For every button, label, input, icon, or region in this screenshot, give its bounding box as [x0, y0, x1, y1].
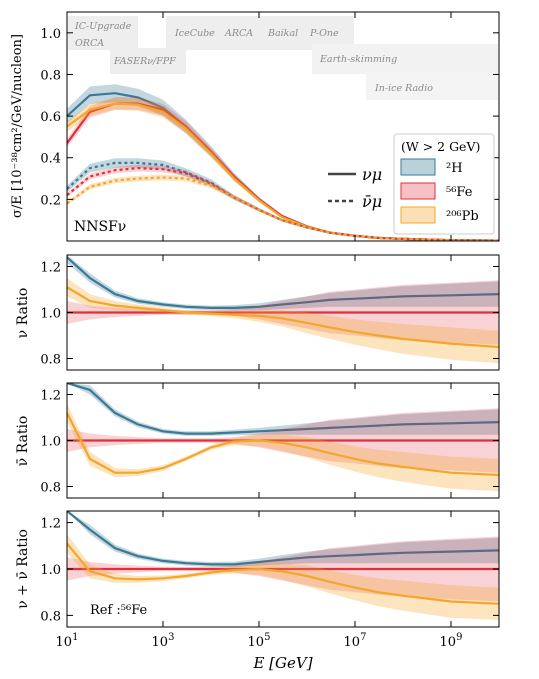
y-tick-label: 1.0 — [40, 27, 61, 42]
legend-label-pb206: ²⁰⁶Pb — [446, 209, 479, 224]
series-group — [67, 511, 499, 620]
exp-band-ic-upgrade — [68, 16, 138, 50]
exp-label-baikal: Baikal — [267, 28, 298, 39]
plot-area — [67, 255, 499, 364]
exp-band-in-ice-radio — [366, 72, 498, 100]
legend-swatch-pb206 — [400, 206, 436, 224]
axis-ticks: 0.8 1.0 1.2 — [40, 255, 499, 370]
series-line-h2 — [67, 511, 499, 566]
panel-cross-section: IC-Upgrade ORCA FASERν/FPF IceCube ARCA … — [10, 11, 500, 242]
series-line-pb206 — [67, 412, 499, 477]
panel-label: Ref :⁵⁶Fe — [90, 603, 148, 618]
experiment-bands: IC-Upgrade ORCA FASERν/FPF IceCube ARCA … — [68, 16, 498, 100]
x-tick-label: 109 — [440, 632, 463, 650]
y-tick-label: 1.2 — [40, 517, 61, 532]
y-tick-label: 0.2 — [40, 193, 61, 208]
band-pb206 — [67, 278, 499, 364]
exp-label-in-ice-radio: In-ice Radio — [374, 83, 433, 94]
plot-area — [67, 383, 499, 492]
y-tick-label: 1.2 — [40, 261, 61, 276]
plot-frame — [66, 11, 500, 242]
axis-ticks: 0.8 1.0 1.2 — [40, 383, 499, 498]
panel-ratio-neutrino: 0.8 1.0 1.2 ν Ratio — [15, 254, 500, 371]
band-h2 — [67, 383, 499, 436]
y-tick-label: 0.4 — [40, 152, 61, 167]
x-axis-label: E [GeV] — [252, 654, 312, 672]
x-tick-label: 101 — [56, 632, 79, 650]
exp-band-earth-skimming — [312, 44, 498, 74]
exp-label-icecube: IceCube — [174, 28, 215, 39]
band-pb206 — [67, 403, 499, 492]
band-h2-antineutrino — [67, 158, 499, 241]
x-tick-label: 105 — [248, 632, 271, 650]
legend-label-h2: ²H — [446, 161, 463, 176]
x-tick-label: 107 — [344, 632, 367, 650]
series-line-pb206-antineutrino — [67, 176, 499, 241]
y-tick-label: 0.6 — [40, 110, 61, 125]
exp-band-faser — [110, 48, 186, 74]
y-tick-label: 1.0 — [40, 563, 61, 578]
panel-label: NNSFν — [74, 219, 126, 235]
series-line-pb206 — [67, 286, 499, 349]
series-group — [67, 84, 499, 241]
axis-ticks: 0.2 0.4 0.6 0.8 1.0 — [40, 12, 499, 241]
legend-label-fe56: ⁵⁶Fe — [446, 185, 473, 200]
exp-label-ic-upgrade: IC-Upgrade — [74, 21, 132, 32]
series-group — [67, 255, 499, 364]
x-tick-label: 103 — [152, 632, 175, 650]
panel-ratio-antineutrino: 0.8 1.0 1.2 ν̄ Ratio — [15, 382, 500, 499]
axis-ticks: 0.8 1.0 1.2 — [40, 511, 499, 627]
series-group — [67, 383, 499, 492]
exp-label-arca: ARCA — [224, 28, 253, 39]
y-tick-label: 0.8 — [40, 481, 61, 496]
series-line-h2 — [67, 383, 499, 435]
plot-area — [67, 511, 499, 620]
exp-label-faser: FASERν/FPF — [113, 56, 176, 67]
y-tick-label: 0.8 — [40, 609, 61, 624]
y-tick-label: 1.2 — [40, 389, 61, 404]
x-axis-ticks: 101 103 105 107 109 — [56, 632, 463, 650]
y-tick-label: 1.0 — [40, 307, 61, 322]
y-tick-label: 0.8 — [40, 353, 61, 368]
y-axis-label: σ/E [10⁻³⁸cm²/GeV/nucleon] — [10, 34, 25, 218]
y-tick-label: 1.0 — [40, 435, 61, 450]
legend-swatch-fe56 — [400, 182, 436, 200]
y-tick-label: 0.8 — [40, 68, 61, 83]
exp-label-p-one: P-One — [309, 28, 339, 39]
exp-label-earth-skimming: Earth-skimming — [319, 54, 397, 65]
band-pb206 — [67, 534, 499, 620]
series-line-h2 — [67, 256, 499, 309]
band-h2 — [67, 84, 499, 241]
y-axis-label: ν + ν̄ Ratio — [15, 529, 31, 609]
exp-label-orca: ORCA — [75, 38, 104, 49]
plot-area — [67, 84, 499, 241]
y-axis-label: ν̄ Ratio — [15, 416, 31, 467]
legend-swatch-h2 — [400, 158, 436, 176]
series-line-pb206 — [67, 542, 499, 605]
legend: (W > 2 GeV) ²H ⁵⁶Fe ²⁰⁶Pb — [393, 133, 495, 235]
panel-ratio-sum: 0.81.01.2 Ref :⁵⁶Fe ν + ν̄ Ratio 101 103 1… — [15, 510, 500, 672]
y-axis-label: ν Ratio — [15, 288, 31, 339]
legend-title: (W > 2 GeV) — [401, 139, 480, 154]
line-style-dashed-label: ν̄μ — [362, 192, 382, 211]
line-style-solid-label: νμ — [362, 165, 382, 184]
